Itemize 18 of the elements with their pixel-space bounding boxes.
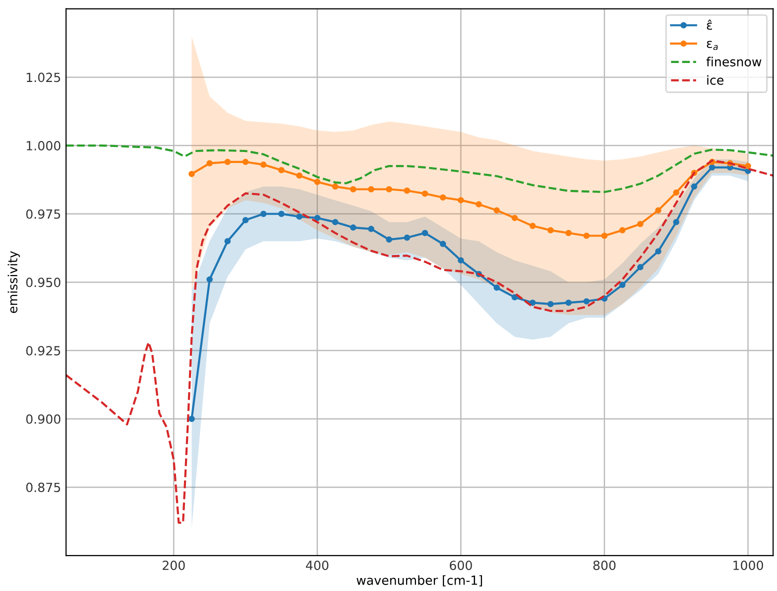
y-tick-label: 0.975 (26, 209, 60, 219)
x-tick-label: 800 (593, 560, 616, 570)
x-tick-label: 1000 (733, 560, 764, 570)
y-tick-label: 0.875 (26, 482, 60, 492)
y-tick-label: 0.900 (26, 414, 60, 424)
y-tick-label: 1.025 (26, 72, 60, 82)
y-tick-label: 0.950 (26, 278, 60, 288)
legend-label: ε$_{a}$ (706, 40, 718, 50)
x-tick-label: 600 (450, 560, 472, 570)
x-tick-label: 400 (306, 560, 328, 570)
legend-label: ice (707, 75, 724, 85)
y-tick-label: 0.925 (26, 346, 60, 356)
legend-label: finesnow (706, 56, 762, 66)
x-tick-label: 200 (162, 560, 185, 570)
y-tick-label: 1.000 (26, 141, 60, 150)
y-axis-title: emissivity (8, 251, 20, 314)
legend-label: ε̂ (706, 20, 712, 30)
x-axis-title: wavenumber [cm-1] (356, 575, 482, 586)
